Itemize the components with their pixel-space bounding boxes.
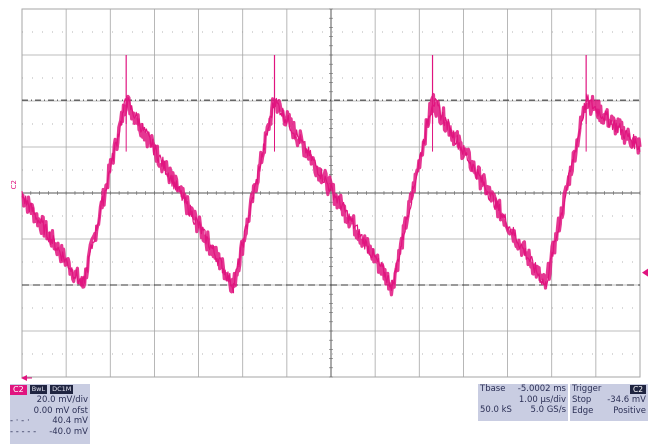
- markers: [21, 268, 648, 381]
- trigger-type: Edge: [572, 405, 594, 416]
- bandwidth-limit-badge: BwL: [29, 385, 48, 394]
- channel-axis-label: C2: [10, 180, 18, 190]
- sample-count: 50.0 kS: [480, 405, 512, 415]
- trigger-header: Trigger C2: [572, 384, 646, 395]
- cursor1-symbol: - · - ·: [10, 416, 30, 426]
- timebase-delay: -5.0002 ms: [517, 384, 566, 394]
- cursor2-symbol: - - - - -: [10, 426, 37, 437]
- sample-rate: 5.0 GS/s: [530, 405, 567, 415]
- trigger-slope: Positive: [613, 405, 646, 416]
- sampling-row: 50.0 kS 5.0 GS/s: [480, 405, 566, 416]
- channel-panel[interactable]: C2 BwL DC1M 20.0 mV/div 0.00 mV ofst - ·…: [10, 384, 90, 444]
- timebase-header: Tbase -5.0002 ms: [480, 384, 566, 395]
- trigger-level-row: Stop -34.6 mV: [572, 395, 646, 406]
- time-per-div: 1.00 µs/div: [518, 394, 566, 405]
- cursor2-readout: - - - - - -40.0 mV: [10, 427, 88, 438]
- trigger-mode: Stop: [572, 395, 592, 405]
- trigger-level: -34.6 mV: [607, 395, 646, 405]
- vertical-offset: 0.00 mV ofst: [33, 405, 88, 416]
- channel-header: C2 BwL DC1M: [10, 384, 88, 395]
- cursor-lines: [22, 99, 640, 286]
- cursor1-readout: - · - · 40.4 mV: [10, 416, 88, 427]
- trigger-level-arrow-icon: [642, 268, 648, 277]
- timebase-label: Tbase: [480, 384, 506, 394]
- channel-name: C2: [10, 384, 27, 395]
- waveform-plot: [21, 8, 648, 381]
- vertical-scale: 20.0 mV/div: [36, 395, 88, 405]
- trigger-type-row: Edge Positive: [572, 406, 646, 417]
- cursor2-value: -40.0 mV: [49, 426, 88, 437]
- coupling-badge: DC1M: [50, 385, 74, 394]
- trigger-panel[interactable]: Trigger C2 Stop -34.6 mV Edge Positive: [570, 384, 648, 421]
- channel-trace: [21, 55, 642, 297]
- cursor1-value: 40.4 mV: [52, 416, 88, 426]
- timebase-panel[interactable]: Tbase -5.0002 ms 1.00 µs/div 50.0 kS 5.0…: [478, 384, 568, 421]
- graticule: [21, 8, 641, 378]
- trigger-position-arrow-icon: [21, 375, 27, 381]
- trigger-channel: C2: [629, 385, 646, 394]
- trigger-label: Trigger: [572, 384, 602, 395]
